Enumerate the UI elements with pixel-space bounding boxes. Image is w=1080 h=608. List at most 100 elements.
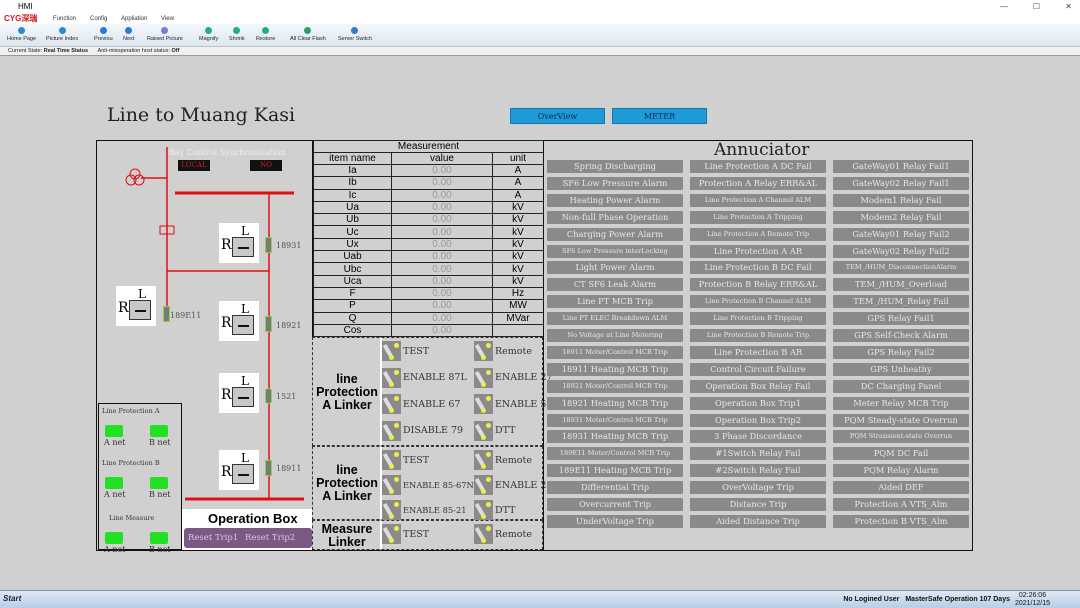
linker-toggle[interactable]: TEST — [382, 523, 429, 545]
toolbar-button-home-page[interactable]: Home Page — [7, 26, 36, 42]
linker-toggle[interactable]: Remote — [474, 523, 532, 545]
switch-label: 189E11 — [170, 311, 202, 320]
menu-view[interactable]: View — [161, 16, 174, 22]
minimize-button[interactable]: — — [1000, 2, 1008, 11]
unit: kV — [492, 200, 544, 215]
value: 0.00 — [391, 262, 493, 276]
tray-status: No Logined User MasterSafe Operation 107… — [843, 596, 1010, 603]
linker-switch-icon — [382, 420, 401, 441]
net-group-label: Line Measure — [109, 514, 155, 522]
linker-toggle[interactable]: ENABLE 85-21 — [382, 499, 467, 521]
previous-icon — [99, 27, 107, 34]
close-button[interactable]: ✕ — [1065, 2, 1072, 11]
item-name: Ia — [313, 163, 392, 178]
linker-toggle[interactable]: DTT — [474, 420, 515, 442]
linker-toggle[interactable]: Remote — [474, 340, 532, 362]
toolbar-button-picture-index[interactable]: Picture Index — [46, 26, 78, 42]
linker-toggle[interactable]: DISABLE 79 — [382, 420, 463, 442]
linker-toggle[interactable]: ENABLE 87L — [382, 367, 467, 389]
linker-toggle[interactable]: ENABLE 27 — [474, 367, 552, 389]
local-remote-indicator[interactable]: LOCAL — [178, 160, 210, 171]
annunciator-indicator: 18931 Moter/Control MCB Trip — [547, 413, 683, 427]
disconnector-18921[interactable] — [265, 316, 272, 332]
annunciator-indicator: Line Protection A Tripping — [690, 210, 826, 224]
breaker-1521[interactable] — [265, 388, 272, 404]
toolbar-button-server-switch[interactable]: Server Switch — [338, 26, 372, 42]
linker-switch-icon — [474, 394, 493, 414]
linker-toggle[interactable]: ENABLE 59 — [474, 393, 552, 415]
network-port-icon — [105, 477, 123, 489]
toolbar-button-label: Picture Index — [46, 36, 79, 42]
linker-label: TEST — [403, 528, 430, 540]
annunciator-indicator: PQM Relay Alarm — [833, 464, 969, 478]
toolbar-button-all-clear-flash[interactable]: All Clear Flash — [290, 26, 326, 42]
linker-divider — [380, 338, 382, 445]
linker-label: Remote — [495, 345, 532, 357]
sync-indicator[interactable]: NO — [250, 160, 282, 171]
annunciator-indicator: UnderVoltage Trip — [547, 514, 683, 528]
toolbar-button-magnify[interactable]: Magnify — [199, 26, 218, 42]
toolbar: Home Page Picture Index Previou Next Raised … — [0, 24, 1080, 47]
linker-toggle[interactable]: ENABLE 21 — [474, 474, 552, 496]
annunciator-indicator: Aided DEF — [833, 481, 969, 495]
next-icon — [125, 27, 133, 34]
server-switch-icon — [351, 27, 359, 34]
state-value: Real Time Status — [43, 48, 89, 54]
measurement-row: Ua 0.00 kV — [313, 200, 544, 215]
menu-function[interactable]: Function — [53, 16, 77, 22]
network-port-icon — [150, 532, 168, 544]
annunciator-indicator: 18931 Heating MCB Trip — [547, 430, 683, 444]
linker-toggle[interactable]: ENABLE 67 — [382, 393, 460, 415]
disconnector-18911[interactable] — [265, 460, 272, 476]
window-title: HMI — [18, 2, 33, 11]
toolbar-button-label: Raised Picture — [147, 36, 183, 42]
linker-toggle[interactable]: Remote — [474, 449, 532, 471]
magnify-icon — [205, 27, 213, 34]
start-button[interactable]: Start — [3, 594, 22, 603]
network-status-panel: Line Protection A A net B net Line Protecti… — [98, 403, 182, 554]
overview-button[interactable]: OverView — [510, 108, 605, 124]
anti-value: Off — [171, 48, 180, 54]
menu-application[interactable]: Appliation — [121, 16, 148, 22]
linker-toggle[interactable]: TEST — [382, 449, 429, 471]
annunciator-indicator: Heating Power Alarm — [547, 193, 683, 207]
operation-box-title: Operation Box — [208, 511, 298, 526]
linker-toggle[interactable]: TEST — [382, 340, 429, 362]
item-name: Uca — [313, 274, 392, 288]
value: 0.00 — [391, 286, 493, 301]
menu-config[interactable]: Config — [90, 16, 108, 22]
linker-toggle[interactable]: ENABLE 85-67N — [382, 474, 474, 496]
toolbar-button-raised-picture[interactable]: Raised Picture — [147, 26, 183, 42]
maximize-button[interactable]: ☐ — [1032, 2, 1040, 11]
value: 0.00 — [391, 200, 493, 215]
annunciator-indicator: Line Protection B AR — [690, 345, 826, 359]
toolbar-button-shrink[interactable]: Shrink — [229, 26, 245, 42]
toolbar-button-previou[interactable]: Previou — [94, 26, 113, 42]
home-icon — [18, 27, 26, 34]
linker-switch-icon — [474, 524, 493, 544]
annunciator-indicator: GateWay01 Relay Fail2 — [833, 227, 969, 241]
network-port-icon — [150, 477, 168, 489]
reset-buttons: Reset Trip1 Reset Trip2 — [184, 528, 312, 548]
toolbar-button-next[interactable]: Next — [123, 26, 134, 42]
linker-toggle[interactable]: DTT — [474, 499, 515, 521]
reset-trip2-button[interactable]: Reset Trip2 — [244, 533, 296, 543]
linker-switch-icon — [382, 341, 401, 361]
unit: Hz — [492, 286, 544, 301]
meter-button[interactable]: METER — [612, 108, 707, 124]
disconnector-189e11[interactable] — [163, 306, 170, 322]
value: 0.00 — [391, 323, 493, 338]
annunciator-indicator: PQM Stransient-state Overrun — [833, 430, 969, 444]
reset-trip1-button[interactable]: Reset Trip1 — [188, 533, 239, 543]
toolbar-button-restore[interactable]: Restore — [256, 26, 275, 42]
disconnector-18931[interactable] — [265, 237, 272, 253]
measurement-row: Uca 0.00 kV — [313, 274, 544, 288]
annunciator-indicator: PQM DC Fail — [833, 447, 969, 461]
unit: kV — [492, 213, 544, 227]
